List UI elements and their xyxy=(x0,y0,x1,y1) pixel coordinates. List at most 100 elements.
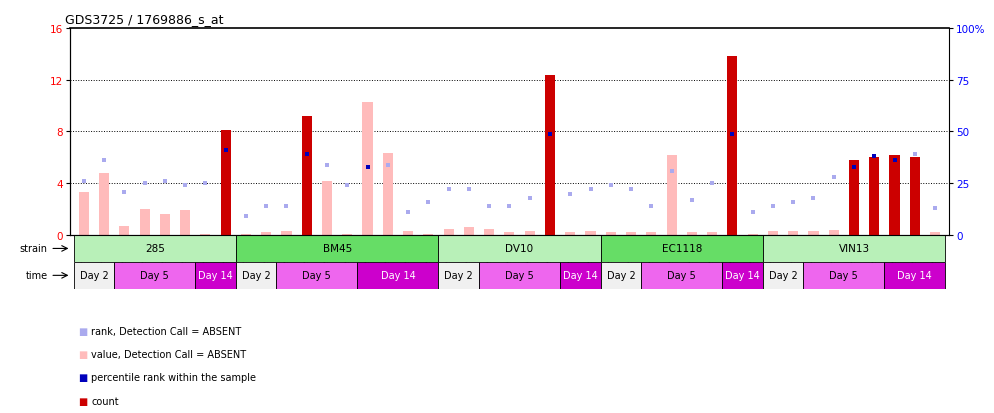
Bar xyxy=(560,262,600,289)
Bar xyxy=(910,158,919,235)
Bar xyxy=(443,229,453,235)
Bar xyxy=(890,155,900,235)
Text: Day 2: Day 2 xyxy=(768,271,797,281)
Bar xyxy=(119,226,129,235)
Bar xyxy=(646,233,656,235)
Bar xyxy=(849,161,859,235)
Text: GDS3725 / 1769886_s_at: GDS3725 / 1769886_s_at xyxy=(66,13,224,26)
Text: ■: ■ xyxy=(78,349,87,359)
Text: ■: ■ xyxy=(78,373,87,382)
Text: BM45: BM45 xyxy=(322,244,352,254)
Text: Day 14: Day 14 xyxy=(898,271,932,281)
Text: Day 2: Day 2 xyxy=(242,271,270,281)
Text: Day 5: Day 5 xyxy=(667,271,696,281)
Bar xyxy=(723,262,762,289)
Text: count: count xyxy=(91,396,119,406)
Bar xyxy=(160,215,170,235)
Bar xyxy=(403,232,414,235)
Bar xyxy=(667,155,677,235)
Bar xyxy=(600,235,762,262)
Bar xyxy=(180,211,190,235)
Bar xyxy=(301,116,312,235)
Bar xyxy=(221,131,231,235)
Bar xyxy=(479,262,560,289)
Bar xyxy=(849,161,859,235)
Bar xyxy=(301,116,312,235)
Bar xyxy=(626,233,636,235)
Bar xyxy=(74,262,114,289)
Text: Day 2: Day 2 xyxy=(606,271,635,281)
Bar xyxy=(545,75,555,235)
Bar xyxy=(930,233,940,235)
Text: DV10: DV10 xyxy=(506,244,534,254)
Bar xyxy=(221,131,231,235)
Bar xyxy=(728,57,738,235)
Bar xyxy=(236,262,276,289)
Bar xyxy=(236,235,438,262)
Bar xyxy=(99,173,109,235)
Text: Day 14: Day 14 xyxy=(198,271,233,281)
Text: Day 5: Day 5 xyxy=(830,271,858,281)
Bar xyxy=(241,234,251,235)
Bar xyxy=(808,232,818,235)
Bar xyxy=(885,262,945,289)
Bar xyxy=(201,234,211,235)
Bar xyxy=(464,228,474,235)
Bar xyxy=(747,234,757,235)
Text: Day 5: Day 5 xyxy=(140,271,169,281)
Bar xyxy=(438,235,600,262)
Bar xyxy=(762,235,945,262)
Text: VIN13: VIN13 xyxy=(839,244,870,254)
Bar xyxy=(276,262,358,289)
Text: ■: ■ xyxy=(78,326,87,336)
Bar xyxy=(767,232,778,235)
Text: time: time xyxy=(26,271,48,281)
Bar xyxy=(261,233,271,235)
Bar xyxy=(525,232,535,235)
Text: ■: ■ xyxy=(78,396,87,406)
Bar xyxy=(74,235,236,262)
Text: Day 5: Day 5 xyxy=(505,271,534,281)
Bar xyxy=(281,232,291,235)
Bar xyxy=(139,210,150,235)
Bar xyxy=(641,262,723,289)
Bar xyxy=(383,154,393,235)
Bar xyxy=(114,262,195,289)
Bar xyxy=(762,262,803,289)
Bar xyxy=(687,233,697,235)
Bar xyxy=(605,233,616,235)
Bar xyxy=(195,262,236,289)
Text: Day 14: Day 14 xyxy=(563,271,597,281)
Bar xyxy=(342,234,352,235)
Text: EC1118: EC1118 xyxy=(662,244,702,254)
Bar xyxy=(803,262,885,289)
Text: Day 14: Day 14 xyxy=(381,271,415,281)
Bar xyxy=(363,102,373,235)
Bar xyxy=(585,232,595,235)
Bar xyxy=(869,158,880,235)
Bar xyxy=(728,57,738,235)
Bar xyxy=(79,193,88,235)
Bar xyxy=(423,234,433,235)
Text: strain: strain xyxy=(20,244,48,254)
Bar xyxy=(358,262,438,289)
Bar xyxy=(545,75,555,235)
Text: rank, Detection Call = ABSENT: rank, Detection Call = ABSENT xyxy=(91,326,242,336)
Bar xyxy=(910,158,919,235)
Bar xyxy=(829,230,839,235)
Bar xyxy=(600,262,641,289)
Text: Day 14: Day 14 xyxy=(726,271,759,281)
Text: value, Detection Call = ABSENT: value, Detection Call = ABSENT xyxy=(91,349,247,359)
Bar xyxy=(890,155,900,235)
Bar xyxy=(504,233,515,235)
Text: Day 2: Day 2 xyxy=(444,271,473,281)
Text: 285: 285 xyxy=(145,244,165,254)
Bar xyxy=(438,262,479,289)
Text: percentile rank within the sample: percentile rank within the sample xyxy=(91,373,256,382)
Bar xyxy=(707,233,718,235)
Text: Day 5: Day 5 xyxy=(302,271,331,281)
Text: Day 2: Day 2 xyxy=(80,271,108,281)
Bar xyxy=(566,233,576,235)
Bar xyxy=(788,232,798,235)
Bar xyxy=(322,181,332,235)
